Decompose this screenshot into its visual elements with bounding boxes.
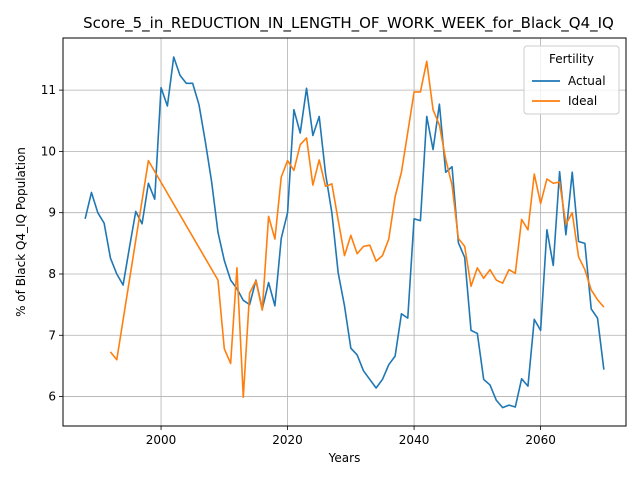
series-line-ideal: [109, 60, 605, 398]
y-axis-label: % of Black Q4_IQ Population: [14, 147, 28, 317]
legend-label-ideal: Ideal: [568, 94, 597, 108]
legend-title: Fertility: [549, 52, 594, 66]
y-tick-label: 6: [48, 390, 56, 404]
x-tick-label: 2040: [399, 433, 430, 447]
legend-items: Actual Ideal: [532, 74, 606, 108]
legend: Fertility Actual Ideal: [523, 45, 620, 115]
y-axis-ticks: 6 7 8 9 10 11: [41, 83, 63, 404]
legend-label-actual: Actual: [568, 74, 606, 88]
x-tick-label: 2000: [146, 433, 177, 447]
y-tick-label: 7: [48, 328, 56, 342]
plot-frame: [62, 37, 627, 427]
x-axis-label: Years: [328, 451, 361, 465]
chart-title: Score_5_in_REDUCTION_IN_LENGTH_OF_WORK_W…: [83, 14, 614, 33]
series-lines: [84, 56, 605, 409]
y-tick-label: 8: [48, 267, 56, 281]
x-axis-ticks: 2000 2020 2040 2060: [146, 426, 556, 447]
y-tick-label: 9: [48, 206, 56, 220]
legend-box: [523, 45, 620, 115]
x-tick-label: 2020: [272, 433, 303, 447]
x-tick-label: 2060: [525, 433, 556, 447]
y-tick-label: 10: [41, 144, 56, 158]
y-tick-label: 11: [41, 83, 56, 97]
series-line-actual: [84, 56, 605, 409]
